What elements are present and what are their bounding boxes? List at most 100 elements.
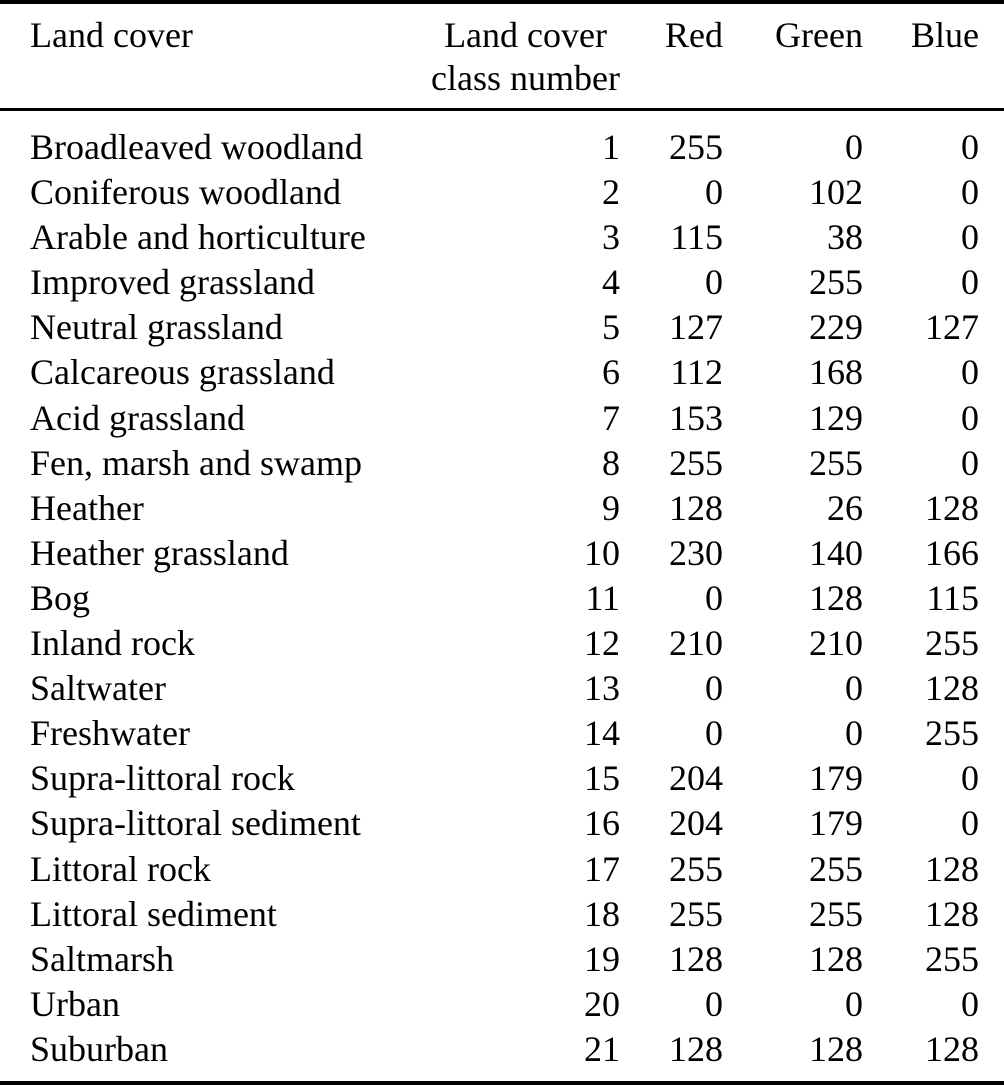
cell-land-cover: Urban bbox=[30, 983, 120, 1024]
table-row: Inland rock 12 210 210 255 bbox=[0, 621, 1004, 666]
cell-land-cover: Bog bbox=[30, 577, 91, 618]
cell-red: 0 bbox=[705, 262, 723, 303]
table-row: Fen, marsh and swamp 8 255 255 0 bbox=[0, 441, 1004, 486]
cell-green: 129 bbox=[809, 397, 863, 438]
cell-blue: 255 bbox=[925, 623, 979, 664]
cell-red: 255 bbox=[669, 127, 723, 167]
cell-red: 210 bbox=[669, 623, 723, 664]
table-row: Heather 9 128 26 128 bbox=[0, 486, 1004, 531]
cell-green: 0 bbox=[845, 668, 863, 709]
cell-green: 38 bbox=[827, 217, 863, 258]
col-header-class-number-lines: Land cover class number bbox=[431, 14, 620, 100]
cell-green: 0 bbox=[845, 127, 863, 167]
table-row: Bog 11 0 128 115 bbox=[0, 576, 1004, 621]
cell-class-number: 3 bbox=[602, 217, 620, 258]
cell-blue: 166 bbox=[925, 532, 979, 573]
cell-land-cover: Acid grassland bbox=[30, 397, 245, 438]
cell-blue: 128 bbox=[925, 893, 979, 934]
cell-green: 210 bbox=[809, 623, 863, 664]
cell-class-number: 7 bbox=[602, 397, 620, 438]
cell-red: 0 bbox=[705, 577, 723, 618]
cell-red: 255 bbox=[669, 893, 723, 934]
cell-land-cover: Neutral grassland bbox=[30, 307, 283, 348]
col-header-land-cover: Land cover bbox=[0, 2, 410, 111]
cell-blue: 0 bbox=[961, 127, 979, 167]
table-row: Urban 20 0 0 0 bbox=[0, 982, 1004, 1027]
cell-land-cover: Inland rock bbox=[30, 623, 195, 664]
cell-green: 179 bbox=[809, 803, 863, 844]
cell-green: 255 bbox=[809, 893, 863, 934]
cell-green: 255 bbox=[809, 262, 863, 303]
cell-green: 168 bbox=[809, 352, 863, 393]
cell-blue: 255 bbox=[925, 938, 979, 979]
table-row: Littoral rock 17 255 255 128 bbox=[0, 847, 1004, 892]
cell-green: 255 bbox=[809, 848, 863, 889]
cell-land-cover: Heather grassland bbox=[30, 532, 289, 573]
cell-land-cover: Freshwater bbox=[30, 713, 190, 754]
cell-land-cover: Coniferous woodland bbox=[30, 172, 341, 213]
cell-red: 153 bbox=[669, 397, 723, 438]
cell-class-number: 15 bbox=[584, 758, 620, 799]
table-row: Improved grassland 4 0 255 0 bbox=[0, 260, 1004, 305]
cell-class-number: 4 bbox=[602, 262, 620, 303]
cell-land-cover: Supra-littoral sediment bbox=[30, 803, 361, 844]
cell-land-cover: Heather bbox=[30, 487, 144, 528]
cell-blue: 0 bbox=[961, 262, 979, 303]
cell-green: 26 bbox=[827, 487, 863, 528]
cell-green: 128 bbox=[809, 1028, 863, 1069]
cell-class-number: 12 bbox=[584, 623, 620, 664]
cell-land-cover: Suburban bbox=[30, 1028, 168, 1069]
cell-red: 204 bbox=[669, 803, 723, 844]
cell-red: 255 bbox=[669, 442, 723, 483]
cell-class-number: 14 bbox=[584, 713, 620, 754]
cell-blue: 0 bbox=[961, 758, 979, 799]
table-row: Calcareous grassland 6 112 168 0 bbox=[0, 350, 1004, 395]
cell-blue: 255 bbox=[925, 713, 979, 754]
cell-blue: 0 bbox=[961, 217, 979, 258]
cell-class-number: 21 bbox=[584, 1028, 620, 1069]
cell-land-cover: Arable and horticulture bbox=[30, 217, 366, 258]
cell-class-number: 8 bbox=[602, 442, 620, 483]
col-header-class-number: Land cover class number bbox=[410, 2, 620, 111]
cell-class-number: 17 bbox=[584, 848, 620, 889]
cell-red: 115 bbox=[670, 217, 723, 258]
cell-land-cover: Calcareous grassland bbox=[30, 352, 335, 393]
cell-red: 230 bbox=[669, 532, 723, 573]
cell-class-number: 9 bbox=[602, 487, 620, 528]
table-row: Arable and horticulture 3 115 38 0 bbox=[0, 215, 1004, 260]
table-row: Acid grassland 7 153 129 0 bbox=[0, 396, 1004, 441]
table-row: Freshwater 14 0 0 255 bbox=[0, 711, 1004, 756]
cell-blue: 127 bbox=[925, 307, 979, 348]
cell-green: 102 bbox=[809, 172, 863, 213]
cell-red: 0 bbox=[705, 172, 723, 213]
cell-blue: 0 bbox=[961, 352, 979, 393]
cell-green: 0 bbox=[845, 713, 863, 754]
table-row: Coniferous woodland 2 0 102 0 bbox=[0, 170, 1004, 215]
cell-green: 128 bbox=[809, 577, 863, 618]
cell-red: 204 bbox=[669, 758, 723, 799]
cell-green: 229 bbox=[809, 307, 863, 348]
cell-class-number: 6 bbox=[602, 352, 620, 393]
table-row: Neutral grassland 5 127 229 127 bbox=[0, 305, 1004, 350]
cell-blue: 128 bbox=[925, 487, 979, 528]
cell-blue: 0 bbox=[961, 172, 979, 213]
header-row: Land cover Land cover class number Red Gr… bbox=[0, 2, 1004, 111]
cell-red: 255 bbox=[669, 848, 723, 889]
col-header-class-number-line2: class number bbox=[431, 58, 620, 98]
cell-class-number: 18 bbox=[584, 893, 620, 934]
cell-class-number: 20 bbox=[584, 983, 620, 1024]
table-row: Heather grassland 10 230 140 166 bbox=[0, 531, 1004, 576]
cell-red: 127 bbox=[669, 307, 723, 348]
cell-class-number: 10 bbox=[584, 532, 620, 573]
cell-land-cover: Fen, marsh and swamp bbox=[30, 442, 362, 483]
col-header-red: Red bbox=[620, 2, 723, 111]
table-row: Littoral sediment 18 255 255 128 bbox=[0, 892, 1004, 937]
cell-class-number: 16 bbox=[584, 803, 620, 844]
cell-green: 128 bbox=[809, 938, 863, 979]
cell-blue: 0 bbox=[961, 442, 979, 483]
cell-green: 255 bbox=[809, 442, 863, 483]
cell-blue: 0 bbox=[961, 397, 979, 438]
cell-class-number: 5 bbox=[602, 307, 620, 348]
cell-red: 128 bbox=[669, 938, 723, 979]
